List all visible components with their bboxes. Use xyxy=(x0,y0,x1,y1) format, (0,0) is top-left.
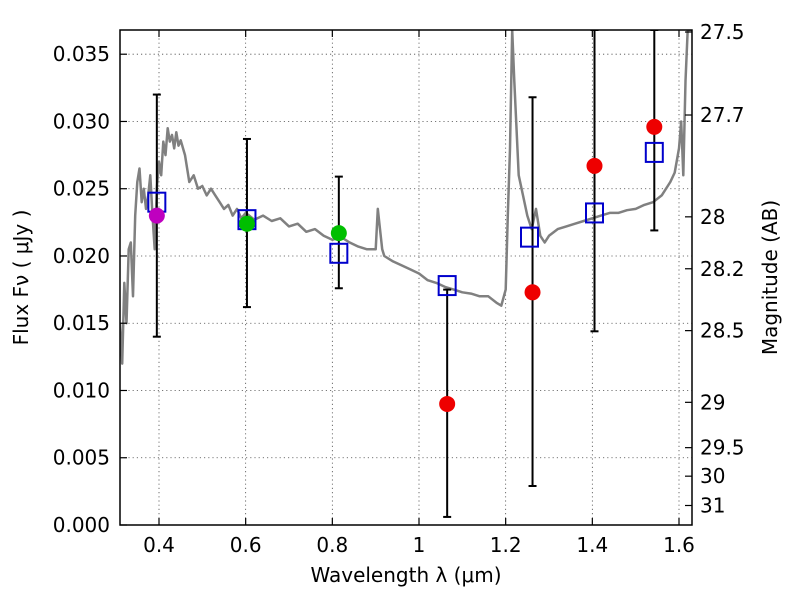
y2-axis-title: Magnitude (AB) xyxy=(758,200,782,355)
y2-tick-label: 29 xyxy=(700,390,725,414)
y2-tick-label: 27.7 xyxy=(700,103,745,127)
grid-lines xyxy=(120,30,692,526)
plot-frame xyxy=(119,29,693,526)
axis-ticks xyxy=(120,30,692,526)
y-tick-label: 0.035 xyxy=(53,42,110,66)
y-tick-label: 0.015 xyxy=(53,311,110,335)
observed-flux-marker xyxy=(238,215,255,232)
y2-tick-label: 29.5 xyxy=(700,436,745,460)
sed-curve-layer xyxy=(120,30,692,365)
observed-flux-marker xyxy=(330,225,347,242)
model-flux-marker xyxy=(644,141,664,163)
model-flux-marker xyxy=(329,242,349,264)
y-tick-label: 0.025 xyxy=(53,177,110,201)
observed-flux-marker xyxy=(586,157,603,174)
y-tick-label: 0.010 xyxy=(53,378,110,402)
y-tick-label: 0.030 xyxy=(53,109,110,133)
x-tick-label: 0.8 xyxy=(316,533,348,557)
model-flux-marker xyxy=(437,275,457,297)
data-points-layer xyxy=(147,30,664,518)
x-tick-label: 0.6 xyxy=(230,533,262,557)
x-axis-title: Wavelength λ (μm) xyxy=(310,563,501,587)
y2-tick-label: 27.5 xyxy=(700,20,745,44)
y2-tick-label: 28.5 xyxy=(700,319,745,343)
y-axis-title: Flux Fν ( μJy ) xyxy=(9,210,33,346)
y2-tick-label: 28.2 xyxy=(700,257,745,281)
y2-tick-label: 31 xyxy=(700,493,725,517)
observed-flux-marker xyxy=(524,284,541,301)
observed-flux-marker xyxy=(646,118,663,135)
x-tick-label: 0.4 xyxy=(143,533,175,557)
y2-tick-label: 30 xyxy=(700,464,725,488)
observed-flux-marker xyxy=(439,395,456,412)
model-flux-marker xyxy=(520,226,539,248)
y-tick-label: 0.020 xyxy=(53,244,110,268)
tick-labels: 0.4 0.6 0.8 1 1.2 1.4 1.6 0.000 0.005 0.010 0.015 0… xyxy=(53,20,745,557)
observed-flux-marker xyxy=(148,207,165,224)
model-flux-marker xyxy=(585,202,604,224)
x-tick-label: 1 xyxy=(413,533,426,557)
x-tick-label: 1.2 xyxy=(490,533,522,557)
sed-curve xyxy=(120,30,692,365)
y-tick-label: 0.005 xyxy=(53,446,110,470)
y-tick-label: 0.000 xyxy=(53,513,110,537)
y2-tick-label: 28 xyxy=(700,205,725,229)
x-tick-label: 1.4 xyxy=(576,533,608,557)
x-tick-label: 1.6 xyxy=(663,533,695,557)
